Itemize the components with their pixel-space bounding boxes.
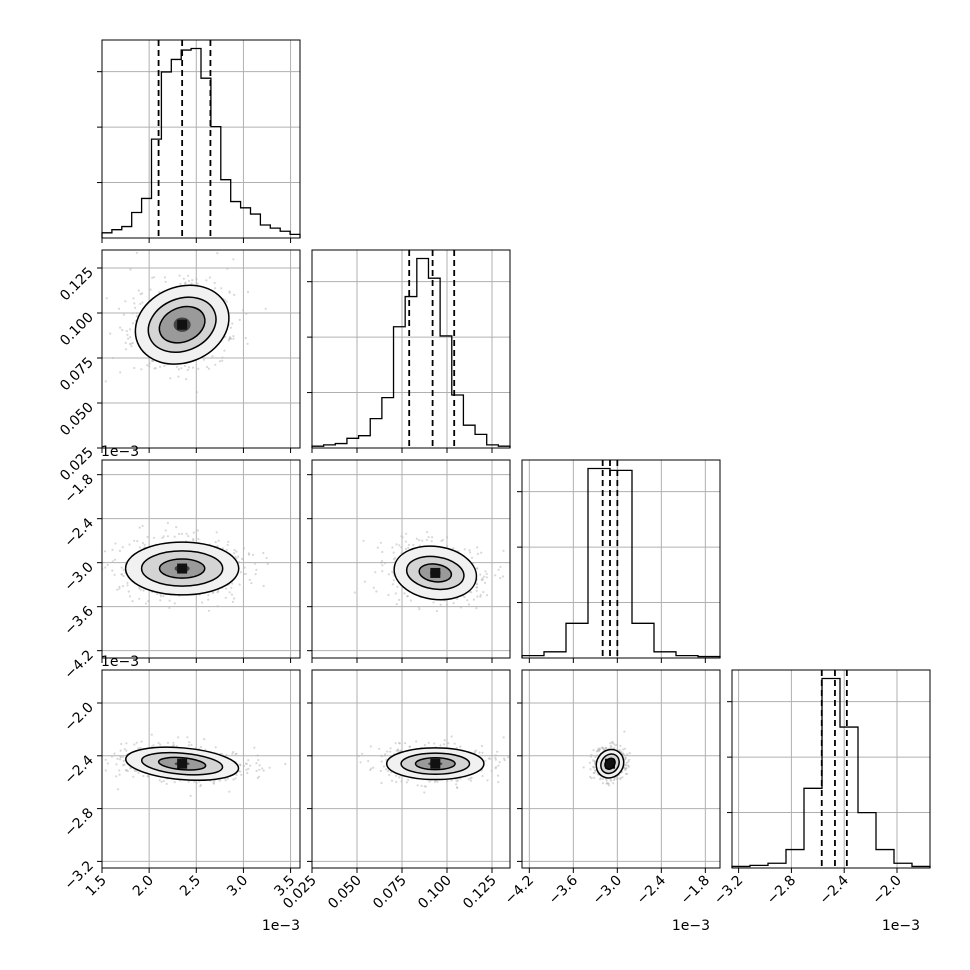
y-tick-label: 0.075 [57, 355, 97, 395]
panel-frame [311, 459, 511, 659]
grid [311, 250, 510, 448]
histogram-panel-4 [727, 669, 931, 869]
x-tick-label: 0.125 [460, 873, 500, 913]
grid [732, 670, 930, 868]
x-tick-label: −1.8 [678, 873, 713, 908]
x-axis-param-4: −3.2 −2.8 −2.4 −2.0 1e−3 [711, 868, 920, 934]
contour-3 [604, 757, 616, 770]
y-tick-label: −4.2 [61, 647, 96, 682]
contour-2 [600, 753, 620, 775]
x-offset-label: 1e−3 [262, 918, 300, 934]
x-axis-param-2: 0.025 0.050 0.075 0.100 0.125 [280, 868, 500, 912]
x-tick-label: −2.4 [817, 872, 852, 907]
histogram-step [521, 467, 721, 658]
panel-frame [101, 39, 301, 239]
y-tick-label: −2.8 [61, 805, 96, 840]
x-tick-label: −4.2 [502, 873, 537, 908]
grid [101, 40, 300, 238]
x-tick-label: −3.2 [711, 873, 746, 908]
contour-2 [400, 752, 471, 776]
density-peak [605, 758, 615, 769]
contour-2 [140, 550, 224, 587]
contour-2 [140, 751, 224, 776]
contour-3 [418, 563, 453, 583]
contour-1 [134, 284, 230, 365]
panel-frame [311, 249, 511, 449]
y-offset-label: 1e−3 [101, 444, 139, 460]
y-tick-label: −3.6 [61, 603, 96, 638]
x-tick-label: −3.0 [590, 873, 625, 908]
contour-3 [157, 756, 207, 771]
x-tick-label: −2.8 [764, 873, 799, 908]
x-tick-label: 2.5 [177, 873, 204, 900]
x-tick-label: 0.050 [325, 873, 365, 913]
y-axis-param-4: −3.2−2.8−2.4−2.0 [61, 700, 102, 893]
panel-frame [101, 249, 301, 449]
y-tick-label: −2.4 [61, 515, 96, 550]
histogram-step [311, 257, 511, 448]
scatter-panel-r2-c1 [101, 249, 301, 449]
scatter-panel-r4-c3 [521, 669, 721, 869]
histogram-panel-1 [97, 39, 301, 239]
scatter-panel-r4-c1 [101, 669, 301, 869]
density-peak [430, 758, 441, 769]
x-offset-label: 1e−3 [672, 918, 710, 934]
x-tick-label: −2.4 [634, 872, 669, 907]
density-peak [177, 563, 188, 574]
y-tick-label: 0.100 [57, 310, 97, 350]
y-tick-label: −3.0 [61, 559, 96, 594]
panel-frame [521, 459, 721, 659]
contour-3 [158, 305, 206, 344]
contour-1 [385, 747, 485, 781]
panel-frame [731, 669, 931, 869]
y-tick-label: −2.0 [61, 700, 96, 735]
contour-3 [158, 558, 206, 579]
contour-2 [147, 296, 217, 353]
scatter-panel-r3-c2 [311, 459, 511, 659]
contour-1 [595, 748, 625, 779]
y-axis-param-3: −4.2−3.6−3.0−2.4−1.8 [61, 471, 102, 683]
histogram-step [731, 677, 931, 868]
y-tick-label: 0.050 [57, 400, 97, 440]
panel-frame [521, 669, 721, 869]
density-peak [430, 567, 441, 578]
x-tick-label: 0.075 [370, 873, 410, 913]
x-axis-param-3: −4.2 −3.6 −3.0 −2.4 −1.8 1e−3 [502, 868, 713, 934]
panel-frame [101, 459, 301, 659]
x-axis-param-1: 1.5 2.0 2.5 3.0 3.51e−3 [83, 868, 300, 934]
x-tick-label: 2.0 [130, 873, 157, 900]
x-tick-label: −2.0 [869, 873, 904, 908]
x-tick-label: −3.6 [546, 872, 581, 907]
contour-1 [124, 541, 240, 596]
grid [522, 670, 720, 868]
y-tick-label: −2.4 [61, 752, 96, 787]
histogram-step [101, 47, 301, 238]
contour-1 [393, 545, 478, 601]
contour-1 [125, 746, 240, 782]
histogram-panel-2 [307, 249, 511, 449]
grid [522, 460, 720, 658]
x-tick-label: 0.100 [415, 873, 455, 913]
density-peak [177, 319, 188, 330]
x-tick-label: 3.0 [224, 873, 251, 900]
contour-3 [414, 757, 456, 771]
panel-frame [311, 669, 511, 869]
x-offset-label: 1e−3 [882, 918, 920, 934]
y-tick-label: 0.125 [57, 265, 97, 305]
density-peak [177, 758, 188, 769]
histogram-panel-3 [517, 459, 721, 659]
y-offset-label: 1e−3 [101, 654, 139, 670]
panel-frame [101, 669, 301, 869]
scatter-panel-r3-c1 [101, 459, 301, 659]
scatter-panel-r4-c2 [311, 669, 511, 869]
contour-2 [405, 555, 465, 591]
